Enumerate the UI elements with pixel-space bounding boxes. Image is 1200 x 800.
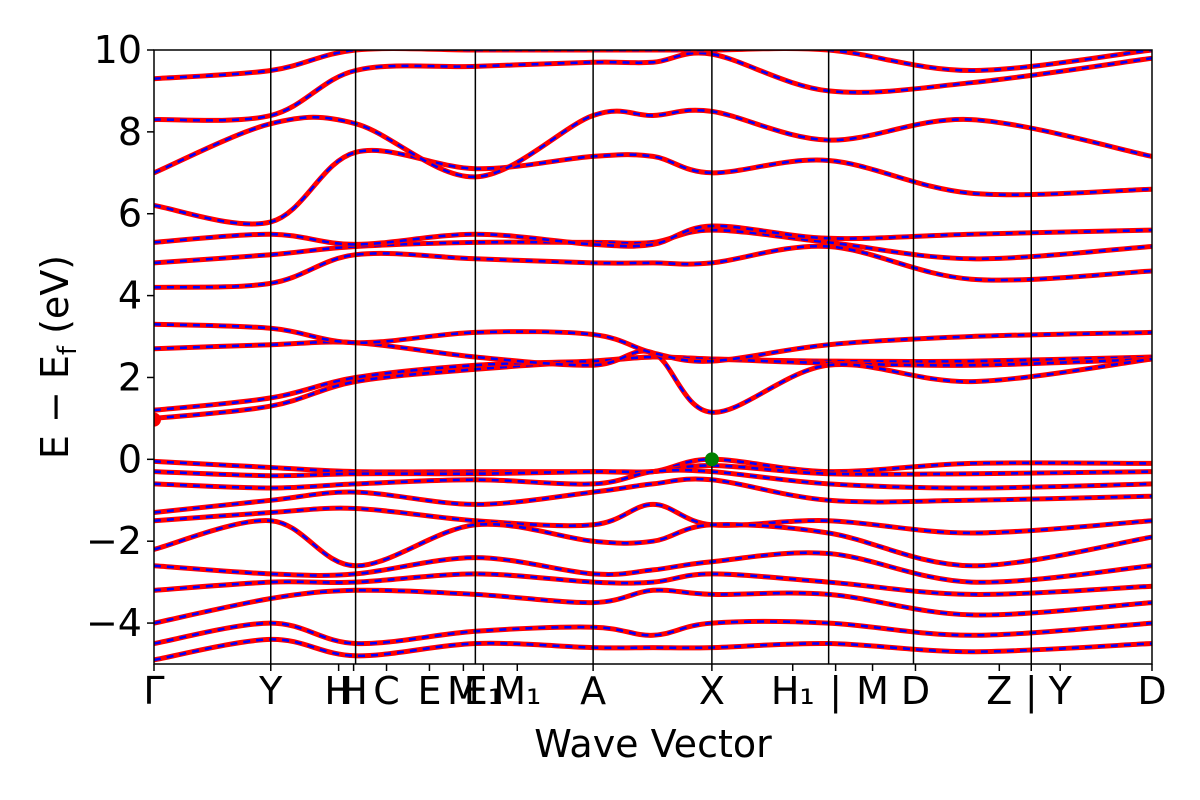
x-tick-label: C xyxy=(373,669,400,713)
kpoint-lines xyxy=(270,50,1032,664)
x-tick-label: | xyxy=(829,669,842,714)
x-tick-label: H₁ xyxy=(771,669,815,713)
band-11-dashed xyxy=(154,458,1152,474)
x-tick-label: M xyxy=(447,669,480,713)
band-17-dashed xyxy=(154,551,1152,584)
extremum-markers xyxy=(154,412,719,467)
y-tick-label: 10 xyxy=(94,28,142,72)
band-4-dashed xyxy=(154,244,1152,289)
band-8-dashed xyxy=(154,108,1152,179)
marker-marker_vbm xyxy=(704,452,719,467)
x-tick-label: H xyxy=(339,669,368,713)
y-tick-label: 6 xyxy=(118,192,142,236)
y-tick-label: −4 xyxy=(86,601,142,645)
x-axis-label: Wave Vector xyxy=(534,722,772,766)
band-lines xyxy=(154,50,1152,663)
x-tick-label: E xyxy=(417,669,441,713)
y-tick-label: 2 xyxy=(118,355,142,399)
x-tick-label: M₁ xyxy=(493,669,541,713)
band-10-dashed xyxy=(154,50,1152,80)
band-15-dashed xyxy=(154,503,1152,535)
band-12-dashed xyxy=(154,464,1152,477)
x-tick-label: E₁ xyxy=(464,669,503,713)
x-tick-label: Z xyxy=(986,669,1012,713)
y-axis-ticks: −4 −2 0 2 4 6 8 10 xyxy=(86,28,154,645)
x-tick-label: M xyxy=(856,669,889,713)
y-axis-label: E − Ef (eV) xyxy=(33,255,83,459)
x-tick-label: | xyxy=(1025,669,1038,714)
band-3-dashed xyxy=(154,323,1152,363)
y-axis-label-unit: (eV) xyxy=(33,255,77,346)
x-tick-label: D xyxy=(1137,669,1166,713)
band-6-dashed xyxy=(154,224,1152,248)
marker-marker_cbm xyxy=(154,412,161,427)
band-5-dashed xyxy=(154,228,1152,265)
x-tick-label: Γ xyxy=(143,669,164,713)
band-21-dashed xyxy=(154,638,1152,662)
y-tick-label: −2 xyxy=(86,519,142,563)
y-tick-label: 0 xyxy=(118,437,142,481)
plot-frame xyxy=(153,49,1153,665)
x-tick-label: Y xyxy=(258,669,283,713)
band-1-dashed xyxy=(154,355,1152,412)
band-7-dashed xyxy=(154,149,1152,226)
band-16-dashed xyxy=(154,519,1152,568)
band-18-dashed xyxy=(154,572,1152,596)
x-tick-label: Y xyxy=(1048,669,1073,713)
band-9-solid xyxy=(154,50,1152,123)
x-tick-label: A xyxy=(580,669,606,713)
y-tick-label: 8 xyxy=(118,110,142,154)
x-tick-label: H xyxy=(324,669,353,713)
y-axis-label-main: E − E xyxy=(33,355,77,459)
band-20-dashed xyxy=(154,620,1152,645)
band-19-dashed xyxy=(154,588,1152,625)
band-13-dashed xyxy=(154,468,1152,490)
y-tick-label: 4 xyxy=(118,274,142,318)
x-tick-label: D xyxy=(901,669,930,713)
y-axis-label-subscript: f xyxy=(53,345,83,355)
x-tick-label: X xyxy=(699,669,725,713)
band-14-dashed xyxy=(154,477,1152,514)
